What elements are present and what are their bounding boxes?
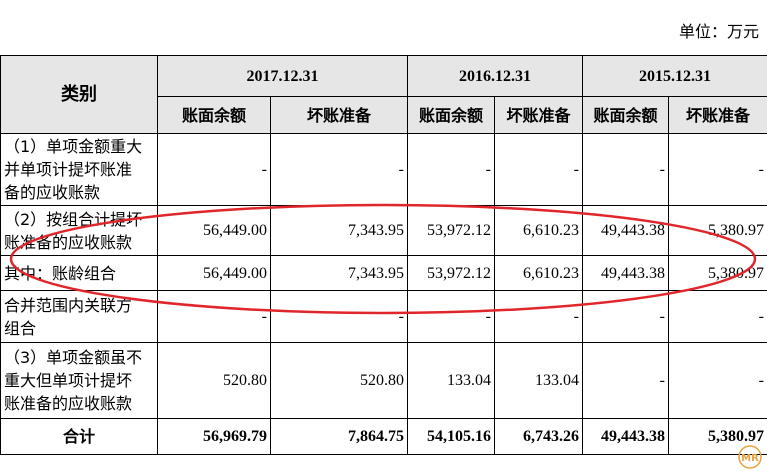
cell-value: -: [157, 290, 271, 343]
cell-value: 49,443.38: [582, 255, 669, 291]
total-value: 56,969.79: [157, 418, 271, 455]
total-value: 49,443.38: [582, 418, 669, 455]
subcol-book-balance: 账面余额: [407, 96, 495, 134]
cell-value: 56,449.00: [157, 255, 271, 291]
table-row: （2）按组合计提坏 账准备的应收账款 56,449.00 7,343.95 53…: [0, 205, 767, 256]
cell-value: 520.80: [157, 342, 271, 419]
watermark-logo: MR: [738, 445, 762, 469]
subcol-book-balance: 账面余额: [582, 96, 669, 134]
cell-value: 6,610.23: [494, 205, 583, 256]
header-row-subcols: 账面余额 坏账准备 账面余额 坏账准备 账面余额 坏账准备: [1, 96, 767, 134]
table-row: 合并范围内关联方 组合 - - - - - -: [0, 290, 767, 343]
header-category: 类别: [0, 55, 158, 134]
cell-value: 520.80: [270, 342, 408, 419]
cell-value: 5,380.97: [668, 205, 767, 256]
cell-value: 7,343.95: [270, 255, 408, 291]
cell-value: 7,343.95: [270, 205, 408, 256]
total-value: 7,864.75: [270, 418, 408, 455]
subcol-bad-debt: 坏账准备: [270, 96, 408, 134]
row-category: 其中：账龄组合: [0, 255, 158, 291]
header-year-2016: 2016.12.31: [407, 55, 583, 97]
cell-value: -: [407, 290, 495, 343]
cell-value: -: [668, 133, 767, 206]
cell-value: -: [582, 290, 669, 343]
subcol-bad-debt: 坏账准备: [668, 96, 767, 134]
row-category: （2）按组合计提坏 账准备的应收账款: [0, 205, 158, 256]
unit-label: 单位：万元: [678, 22, 759, 41]
total-value: 5,380.97: [668, 418, 767, 455]
row-category: （1）单项金额重大 并单项计提坏账准 备的应收账款: [0, 133, 158, 206]
header-year-2017: 2017.12.31: [157, 55, 408, 97]
svg-text:MR: MR: [741, 453, 759, 464]
table-row: 其中：账龄组合 56,449.00 7,343.95 53,972.12 6,6…: [0, 255, 767, 291]
cell-value: -: [407, 133, 495, 206]
cell-value: -: [270, 290, 408, 343]
cell-value: 5,380.97: [668, 255, 767, 291]
cell-value: 133.04: [407, 342, 495, 419]
row-category: （3）单项金额虽不 重大但单项计提坏 账准备的应收账款: [0, 342, 158, 419]
header-year-2015: 2015.12.31: [582, 55, 767, 97]
subcol-book-balance: 账面余额: [157, 96, 271, 134]
cell-value: -: [582, 342, 669, 419]
total-label: 合计: [0, 418, 158, 455]
cell-value: 6,610.23: [494, 255, 583, 291]
cell-value: 133.04: [494, 342, 583, 419]
header-category-label: 类别: [61, 83, 97, 104]
total-row: 合计 56,969.79 7,864.75 54,105.16 6,743.26…: [0, 418, 767, 455]
row-category: 合并范围内关联方 组合: [0, 290, 158, 343]
cell-value: -: [582, 133, 669, 206]
cell-value: -: [668, 290, 767, 343]
cell-value: -: [494, 133, 583, 206]
cell-value: 56,449.00: [157, 205, 271, 256]
cell-value: -: [157, 133, 271, 206]
header-row-years: 类别 2017.12.31 2016.12.31 2015.12.31: [0, 55, 767, 134]
table-row: （3）单项金额虽不 重大但单项计提坏 账准备的应收账款 520.80 520.8…: [0, 342, 767, 419]
cell-value: 53,972.12: [407, 205, 495, 256]
total-value: 54,105.16: [407, 418, 495, 455]
cell-value: -: [270, 133, 408, 206]
cell-value: 49,443.38: [582, 205, 669, 256]
subcol-bad-debt: 坏账准备: [494, 96, 583, 134]
receivables-table: 类别 2017.12.31 2016.12.31 2015.12.31 账面余额…: [0, 55, 767, 455]
total-value: 6,743.26: [494, 418, 583, 455]
cell-value: -: [668, 342, 767, 419]
cell-value: 53,972.12: [407, 255, 495, 291]
table-row: （1）单项金额重大 并单项计提坏账准 备的应收账款 - - - - - -: [0, 133, 767, 206]
cell-value: -: [494, 290, 583, 343]
